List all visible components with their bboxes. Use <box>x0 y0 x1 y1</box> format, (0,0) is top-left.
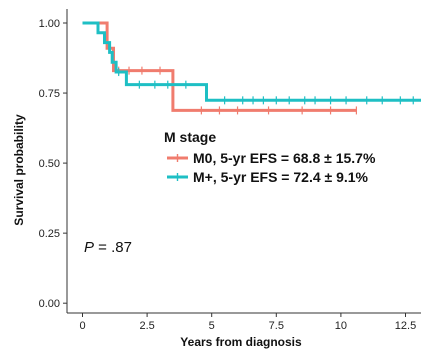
y-axis-title: Survival probability <box>12 114 26 226</box>
axes: 0.00 0.25 0.50 0.75 1.00 0 2.5 5 7.5 10 12.5 <box>39 9 421 332</box>
legend-title: M stage <box>164 129 216 145</box>
y-tick-label: 0.00 <box>39 298 60 310</box>
x-tick-label: 10 <box>335 320 347 332</box>
series-line-m-plus <box>82 21 421 102</box>
legend-label-m0: M0, 5-yr EFS = 68.8 ± 15.7% <box>193 150 376 166</box>
x-tick-label: 2.5 <box>139 320 154 332</box>
legend: M stage M0, 5-yr EFS = 68.8 ± 15.7% M+, 5-… <box>164 129 376 185</box>
x-tick-label: 0 <box>79 320 85 332</box>
x-tick-label: 12.5 <box>395 320 416 332</box>
p-value-text: = .87 <box>94 239 132 256</box>
series-layer <box>82 21 421 115</box>
x-tick-label: 7.5 <box>269 320 284 332</box>
p-value-annotation: P = .87 <box>84 239 132 256</box>
x-tick-label: 5 <box>209 320 215 332</box>
y-tick-label: 0.25 <box>39 228 60 240</box>
legend-label-m-plus: M+, 5-yr EFS = 72.4 ± 9.1% <box>193 169 369 185</box>
p-symbol: P <box>84 239 94 256</box>
y-tick-label: 0.75 <box>39 88 60 100</box>
x-axis-title: Years from diagnosis <box>180 335 302 349</box>
y-tick-label: 0.50 <box>39 158 60 170</box>
y-tick-label: 1.00 <box>39 18 60 30</box>
